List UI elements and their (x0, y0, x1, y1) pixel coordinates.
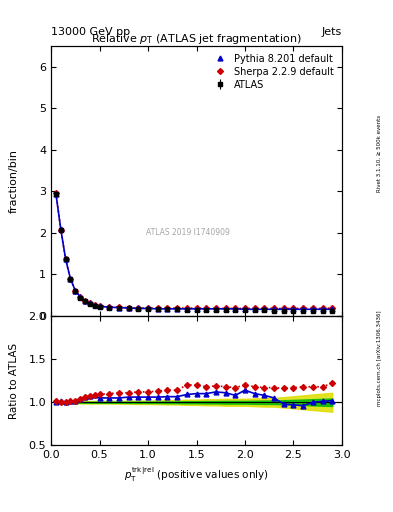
Sherpa 2.2.9 default (233, 305, 238, 311)
Sherpa 2.2.9 default (242, 305, 247, 311)
Pythia 8.201 default (252, 306, 257, 312)
Pythia 8.201 default (53, 191, 58, 197)
Sherpa 2.2.9 default (97, 303, 102, 309)
Sherpa 2.2.9 default (83, 297, 87, 304)
Pythia 8.201 default (146, 305, 151, 311)
Text: 13000 GeV pp: 13000 GeV pp (51, 27, 130, 37)
Sherpa 2.2.9 default (63, 257, 68, 263)
Pythia 8.201 default (92, 302, 97, 308)
Pythia 8.201 default (310, 306, 315, 312)
Sherpa 2.2.9 default (73, 288, 78, 294)
Text: mcplots.cern.ch [arXiv:1306.3436]: mcplots.cern.ch [arXiv:1306.3436] (377, 311, 382, 406)
Sherpa 2.2.9 default (223, 305, 228, 311)
Title: Relative $p_{\rm T}$ (ATLAS jet fragmentation): Relative $p_{\rm T}$ (ATLAS jet fragment… (91, 32, 302, 46)
Sherpa 2.2.9 default (146, 305, 151, 311)
Pythia 8.201 default (136, 305, 141, 311)
Pythia 8.201 default (83, 297, 87, 304)
Sherpa 2.2.9 default (78, 294, 83, 300)
Pythia 8.201 default (291, 306, 296, 312)
Pythia 8.201 default (97, 303, 102, 309)
Line: Pythia 8.201 default: Pythia 8.201 default (53, 191, 335, 312)
Pythia 8.201 default (68, 276, 73, 282)
Sherpa 2.2.9 default (252, 305, 257, 311)
Sherpa 2.2.9 default (204, 305, 209, 311)
Sherpa 2.2.9 default (136, 305, 141, 311)
Text: Jets: Jets (321, 27, 342, 37)
Sherpa 2.2.9 default (281, 305, 286, 311)
Sherpa 2.2.9 default (88, 301, 92, 307)
Pythia 8.201 default (175, 306, 180, 312)
Pythia 8.201 default (63, 256, 68, 262)
Text: Rivet 3.1.10, ≥ 500k events: Rivet 3.1.10, ≥ 500k events (377, 115, 382, 192)
X-axis label: $p_{\rm T}^{\rm trk|rel}$ (positive values only): $p_{\rm T}^{\rm trk|rel}$ (positive valu… (124, 466, 269, 484)
Sherpa 2.2.9 default (68, 276, 73, 282)
Pythia 8.201 default (330, 306, 334, 312)
Sherpa 2.2.9 default (320, 305, 325, 311)
Pythia 8.201 default (204, 306, 209, 312)
Sherpa 2.2.9 default (165, 305, 170, 311)
Pythia 8.201 default (242, 306, 247, 312)
Pythia 8.201 default (262, 306, 267, 312)
Sherpa 2.2.9 default (272, 305, 276, 311)
Pythia 8.201 default (117, 305, 121, 311)
Pythia 8.201 default (233, 306, 238, 312)
Sherpa 2.2.9 default (213, 305, 218, 311)
Pythia 8.201 default (165, 306, 170, 312)
Pythia 8.201 default (73, 288, 78, 294)
Sherpa 2.2.9 default (291, 305, 296, 311)
Pythia 8.201 default (59, 226, 63, 232)
Legend: Pythia 8.201 default, Sherpa 2.2.9 default, ATLAS: Pythia 8.201 default, Sherpa 2.2.9 defau… (207, 51, 337, 93)
Y-axis label: Ratio to ATLAS: Ratio to ATLAS (9, 343, 19, 419)
Sherpa 2.2.9 default (175, 305, 180, 311)
Sherpa 2.2.9 default (194, 305, 199, 311)
Sherpa 2.2.9 default (262, 305, 267, 311)
Pythia 8.201 default (301, 306, 305, 312)
Sherpa 2.2.9 default (310, 305, 315, 311)
Pythia 8.201 default (155, 306, 160, 312)
Text: ATLAS 2019 I1740909: ATLAS 2019 I1740909 (146, 228, 230, 237)
Sherpa 2.2.9 default (301, 305, 305, 311)
Pythia 8.201 default (223, 306, 228, 312)
Y-axis label: fraction/bin: fraction/bin (9, 149, 19, 213)
Pythia 8.201 default (107, 304, 112, 310)
Pythia 8.201 default (126, 305, 131, 311)
Sherpa 2.2.9 default (330, 305, 334, 311)
Pythia 8.201 default (88, 301, 92, 307)
Pythia 8.201 default (281, 306, 286, 312)
Pythia 8.201 default (78, 294, 83, 300)
Sherpa 2.2.9 default (59, 226, 63, 232)
Sherpa 2.2.9 default (155, 305, 160, 311)
Line: Sherpa 2.2.9 default: Sherpa 2.2.9 default (54, 191, 334, 311)
Pythia 8.201 default (213, 306, 218, 312)
Pythia 8.201 default (194, 306, 199, 312)
Pythia 8.201 default (272, 306, 276, 312)
Pythia 8.201 default (320, 306, 325, 312)
Sherpa 2.2.9 default (92, 302, 97, 308)
Pythia 8.201 default (184, 306, 189, 312)
Sherpa 2.2.9 default (184, 305, 189, 311)
Sherpa 2.2.9 default (126, 305, 131, 311)
Sherpa 2.2.9 default (107, 304, 112, 310)
Sherpa 2.2.9 default (53, 190, 58, 196)
Sherpa 2.2.9 default (117, 304, 121, 310)
